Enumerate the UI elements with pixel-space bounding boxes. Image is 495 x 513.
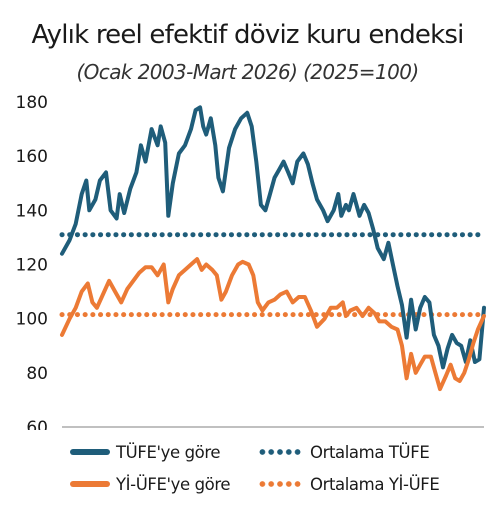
y-tick-label: 180 [16,93,48,113]
legend-swatch-tufe [70,449,110,455]
line-chart: 60 80 100 120 140 160 180 [16,93,487,430]
legend-item-yiufe: Yİ-ÜFE'ye göre [70,470,231,498]
plot-series [59,105,487,428]
series-line-tufe [60,105,486,370]
y-axis-ticks: 60 80 100 120 140 160 180 [16,93,48,430]
legend-item-tufe: TÜFE'ye göre [70,438,221,466]
legend-label-tufe: TÜFE'ye göre [116,442,221,462]
legend-swatch-avg-tufe [258,449,302,455]
legend-swatch-avg-yiufe [258,481,302,487]
series-line-yiufe [60,257,486,392]
y-tick-label: 140 [16,201,48,221]
y-tick-label: 120 [16,256,48,276]
legend-item-avg-tufe: Ortalama TÜFE [258,438,430,466]
legend-label-yiufe: Yİ-ÜFE'ye göre [116,474,231,494]
legend-swatch-yiufe [70,481,110,487]
chart-legend: TÜFE'ye göre Ortalama TÜFE Yİ-ÜFE'ye gör… [0,430,495,510]
legend-label-avg-yiufe: Ortalama Yİ-ÜFE [310,474,440,494]
legend-item-avg-yiufe: Ortalama Yİ-ÜFE [258,470,440,498]
legend-label-avg-tufe: Ortalama TÜFE [310,442,430,462]
y-tick-label: 60 [26,418,48,430]
chart-subtitle: (Ocak 2003-Mart 2026) (2025=100) [76,60,419,84]
y-tick-label: 100 [16,310,48,330]
y-tick-label: 160 [16,147,48,167]
y-tick-label: 80 [26,364,48,384]
chart-title: Aylık reel efektif döviz kuru endeksi [31,20,464,50]
